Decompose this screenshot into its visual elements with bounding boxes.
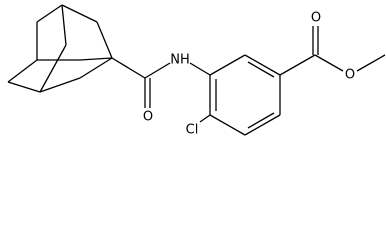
atom-label: O [345,68,355,83]
bond [39,77,81,93]
bond [79,57,113,79]
bond [314,54,344,72]
bond [356,54,386,72]
bond [247,112,275,129]
bond [209,114,246,136]
bond [189,62,211,76]
bond [247,61,275,78]
bond [39,44,67,93]
bond [244,114,281,136]
page: {"atoms": {"amide_oxygen": "O", "amine":… [7,4,386,138]
bond [61,4,67,46]
bond [36,4,63,23]
bond [279,54,316,76]
atom-label: O [311,11,321,26]
bond [79,57,113,61]
molecule-diagram: O NH O O Cl [7,4,386,138]
bond [111,57,146,79]
bond [7,59,38,83]
bond [61,4,98,23]
atom-label: Cl [186,123,199,138]
bonds [7,4,386,136]
bond [244,54,281,76]
bond [7,81,41,93]
bond [96,21,113,59]
bond [199,114,211,123]
bond [209,54,246,76]
atom-label: O [143,110,153,125]
bond [144,62,171,79]
atom-label: NH [170,53,190,68]
